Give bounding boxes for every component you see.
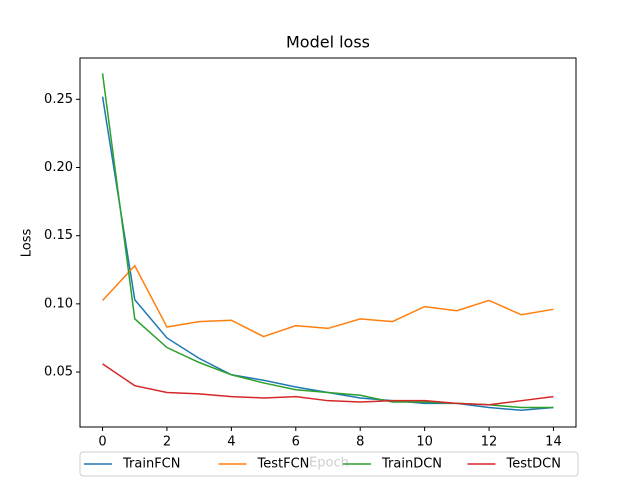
legend-label: TestFCN	[257, 457, 310, 472]
y-tick-label: 0.15	[44, 228, 73, 243]
x-tick-label: 4	[227, 435, 235, 450]
series-line	[101, 73, 554, 409]
x-tick-label: 12	[481, 435, 498, 450]
legend-box	[79, 451, 579, 477]
plot-frame	[79, 57, 577, 428]
x-tick-label: 0	[98, 435, 106, 450]
legend-label: TestDCN	[506, 457, 561, 472]
x-tick-label: 14	[545, 435, 562, 450]
series-line	[101, 264, 554, 338]
x-tick-label: 10	[416, 435, 433, 450]
x-tick-label: 6	[292, 435, 300, 450]
series-line	[102, 363, 554, 406]
y-tick-label: 0.20	[44, 160, 73, 175]
chart-title: Model loss	[286, 33, 370, 52]
y-tick-label: 0.05	[44, 365, 73, 380]
legend-label: TrainDCN	[381, 457, 442, 472]
y-tick-label: 0.25	[44, 92, 73, 107]
series-line	[101, 96, 554, 411]
legend-label: TrainFCN	[122, 457, 180, 472]
y-axis-label: Loss	[20, 229, 35, 258]
x-tick-label: 2	[163, 435, 171, 450]
x-tick-label: 8	[356, 435, 364, 450]
y-tick-label: 0.10	[44, 296, 73, 311]
